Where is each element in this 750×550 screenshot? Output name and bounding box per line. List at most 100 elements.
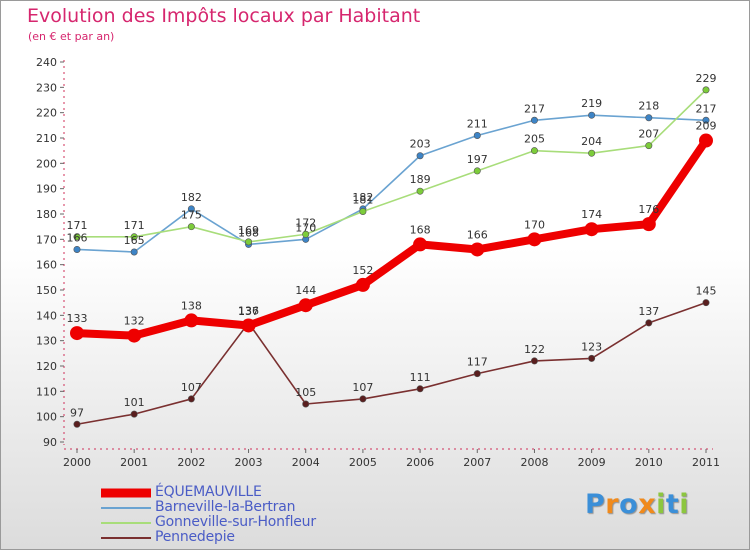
data-label: 171 <box>124 219 145 232</box>
logo-letter: i <box>656 489 666 520</box>
data-point <box>473 370 481 378</box>
data-point <box>245 238 253 246</box>
logo-letter: P <box>585 489 606 520</box>
legend-label: Pennedepie <box>155 529 235 545</box>
data-label: 137 <box>238 305 259 318</box>
data-point <box>645 142 653 150</box>
x-tick-label: 2001 <box>120 456 148 469</box>
data-point <box>130 410 138 418</box>
data-point <box>645 319 653 327</box>
data-label: 168 <box>238 226 259 239</box>
data-point <box>584 222 599 237</box>
data-label: 165 <box>124 234 145 247</box>
data-point <box>641 217 656 232</box>
data-point <box>470 242 485 257</box>
chart-subtitle: (en € et par an) <box>28 30 115 43</box>
data-label: 176 <box>638 203 659 216</box>
y-tick-label: 90 <box>43 436 57 449</box>
data-point <box>702 116 710 124</box>
data-point <box>302 400 310 408</box>
data-point <box>302 230 310 238</box>
logo-letter: r <box>605 489 620 520</box>
series-line <box>76 114 707 253</box>
data-point <box>298 298 313 313</box>
data-label: 209 <box>696 120 717 133</box>
data-point <box>530 147 538 155</box>
logo-letter: o <box>619 489 639 520</box>
data-point <box>70 326 84 341</box>
x-tick-label: 2009 <box>578 456 606 469</box>
data-label: 136 <box>238 304 259 317</box>
data-label: 219 <box>581 97 602 110</box>
data-point <box>645 114 653 122</box>
x-tick-label: 2004 <box>292 456 320 469</box>
series-line <box>73 136 710 340</box>
chart-series <box>70 86 713 428</box>
y-tick-label: 140 <box>36 309 57 322</box>
y-tick-label: 220 <box>36 107 57 120</box>
y-tick-label: 130 <box>36 335 57 348</box>
data-label: 205 <box>524 133 545 146</box>
legend-label: ÉQUEMAUVILLE <box>155 484 262 500</box>
data-label: 217 <box>524 102 545 115</box>
data-label: 170 <box>524 218 545 231</box>
data-point <box>416 385 424 393</box>
data-label: 168 <box>410 223 431 236</box>
data-point <box>359 207 367 215</box>
y-tick-label: 190 <box>36 183 57 196</box>
data-label: 105 <box>295 386 316 399</box>
y-tick-label: 160 <box>36 259 57 272</box>
x-tick-label: 2002 <box>177 456 205 469</box>
legend-label: Barneville-la-Bertran <box>155 499 296 515</box>
data-point <box>416 187 424 195</box>
data-point <box>73 420 81 428</box>
data-label: 122 <box>524 343 545 356</box>
data-label: 107 <box>181 381 202 394</box>
data-label: 189 <box>410 173 431 186</box>
data-label: 152 <box>352 264 373 277</box>
data-label: 145 <box>696 285 717 298</box>
data-point <box>127 328 142 343</box>
data-label: 132 <box>124 315 145 328</box>
data-label: 117 <box>467 356 488 369</box>
data-label: 204 <box>581 135 602 148</box>
x-tick-label: 2000 <box>63 456 91 469</box>
legend-swatch <box>101 506 151 509</box>
data-label: 169 <box>238 224 259 237</box>
data-label: 211 <box>467 117 488 130</box>
data-label: 138 <box>181 299 202 312</box>
data-label: 182 <box>352 191 373 204</box>
y-tick-label: 180 <box>36 208 57 221</box>
logo-letter: i <box>679 489 690 520</box>
x-tick-label: 2008 <box>520 456 548 469</box>
logo-letter: t <box>665 489 680 520</box>
data-label: 137 <box>638 305 659 318</box>
data-label: 181 <box>352 193 373 206</box>
data-point <box>413 237 428 252</box>
data-label: 174 <box>581 208 602 221</box>
data-point <box>588 149 596 157</box>
y-tick-label: 230 <box>36 81 57 94</box>
data-point <box>527 232 542 247</box>
y-tick-label: 200 <box>36 157 57 170</box>
data-point <box>359 395 367 403</box>
data-label: 182 <box>181 191 202 204</box>
data-point <box>473 167 481 175</box>
x-tick-label: 2005 <box>349 456 377 469</box>
data-label: 197 <box>467 153 488 166</box>
y-tick-label: 240 <box>36 56 57 69</box>
legend-swatch <box>101 488 151 497</box>
legend-label: Gonneville-sur-Honfleur <box>155 514 316 530</box>
data-point <box>184 313 199 328</box>
x-tick-label: 2011 <box>692 456 720 469</box>
series-line <box>76 301 707 426</box>
y-tick-label: 110 <box>36 385 57 398</box>
data-point <box>530 357 538 365</box>
data-label: 133 <box>67 312 88 325</box>
data-point <box>187 395 195 403</box>
legend-swatch <box>101 521 151 524</box>
data-label: 217 <box>696 102 717 115</box>
chart-axes: 90 100 110 120 130 140 150 160 170 180 190 200 210 22… <box>36 56 720 469</box>
data-label: 175 <box>181 209 202 222</box>
